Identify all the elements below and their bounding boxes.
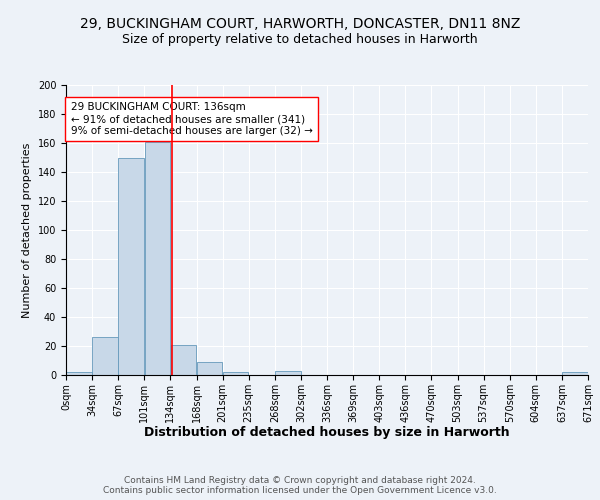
Bar (145, 142, 170, 375)
Text: Size of property relative to detached houses in Harworth: Size of property relative to detached ho… (122, 32, 478, 46)
Bar (118, 158, 144, 375)
Bar (223, 372, 248, 375)
Bar (275, 370, 301, 375)
Bar (66, 372, 92, 375)
Bar (197, 362, 223, 375)
Text: 29, BUCKINGHAM COURT, HARWORTH, DONCASTER, DN11 8NZ: 29, BUCKINGHAM COURT, HARWORTH, DONCASTE… (80, 18, 520, 32)
Text: Distribution of detached houses by size in Harworth: Distribution of detached houses by size … (144, 426, 510, 439)
Text: Contains HM Land Registry data © Crown copyright and database right 2024.
Contai: Contains HM Land Registry data © Crown c… (103, 476, 497, 495)
Bar (562, 372, 588, 375)
Bar (170, 344, 196, 375)
Bar (92, 338, 118, 375)
Text: 29 BUCKINGHAM COURT: 136sqm
← 91% of detached houses are smaller (341)
9% of sem: 29 BUCKINGHAM COURT: 136sqm ← 91% of det… (71, 102, 313, 136)
Y-axis label: Number of detached properties: Number of detached properties (22, 142, 32, 318)
